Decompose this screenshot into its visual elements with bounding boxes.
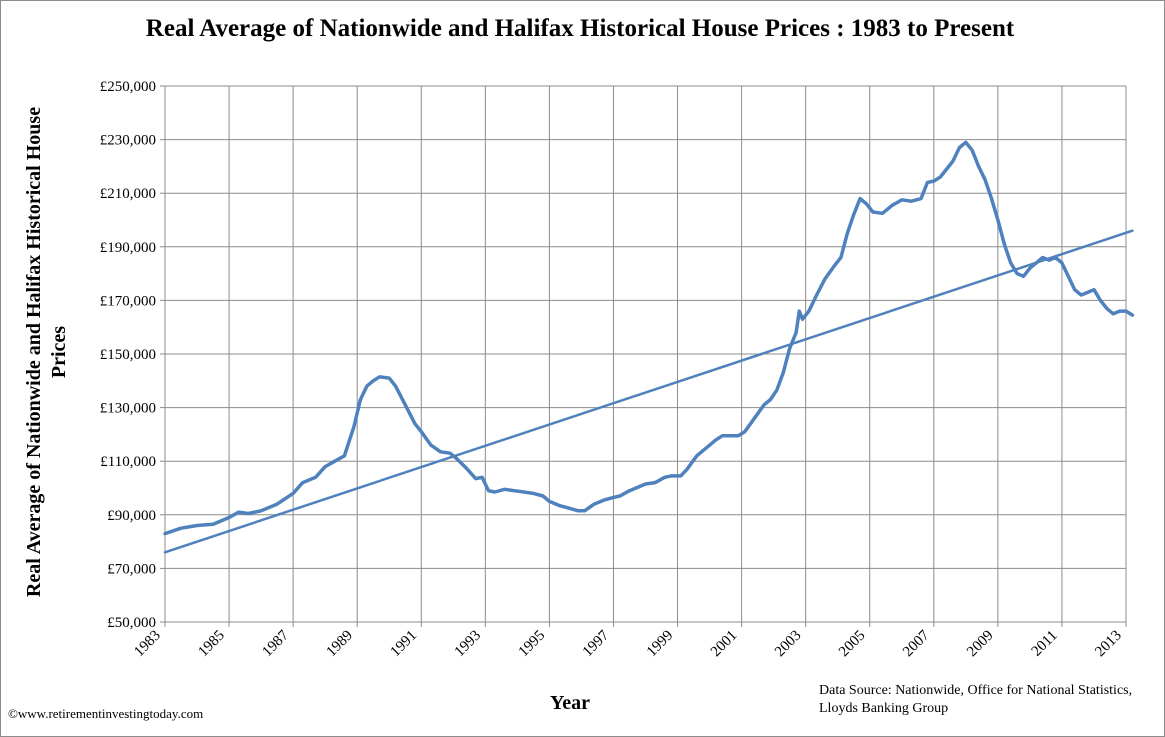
x-tick-label: 1997 (580, 627, 613, 660)
x-tick-label: 1993 (452, 628, 485, 661)
y-tick-label: £150,000 (100, 347, 156, 363)
x-tick-label: 1985 (195, 628, 228, 661)
x-tick-label: 1989 (324, 628, 357, 661)
x-tick-label: 1991 (388, 628, 421, 661)
x-tick-label: 1995 (516, 628, 549, 661)
y-axis-label: Real Average of Nationwide and Halifax H… (23, 106, 70, 598)
y-tick-label: £170,000 (100, 293, 156, 309)
x-tick-label: 1987 (259, 627, 292, 660)
y-tick-label: £190,000 (100, 240, 156, 256)
y-tick-label: £70,000 (107, 561, 156, 577)
trend-line (163, 229, 1134, 554)
y-tick-label: £210,000 (100, 186, 156, 202)
x-axis-ticks: 1983 1985 1987 1989 1991 1993 1995 1997 1999 2001… (131, 622, 1127, 661)
x-tick-label: 2009 (964, 628, 997, 661)
series-line-house-prices (163, 140, 1135, 536)
x-tick-label: 2003 (772, 628, 805, 661)
x-tick-label: 2011 (1029, 628, 1061, 660)
y-tick-label: £230,000 (100, 133, 156, 149)
x-tick-label: 1999 (644, 628, 677, 661)
y-tick-label: £110,000 (100, 454, 156, 470)
x-tick-label: 2007 (900, 627, 933, 660)
series-layer (163, 140, 1135, 554)
y-tick-label: £90,000 (107, 508, 156, 524)
x-tick-label: 2013 (1092, 628, 1125, 661)
gridlines (164, 85, 1127, 623)
data-source-note: Data Source: Nationwide, Office for Nati… (819, 683, 1133, 716)
chart-title: Real Average of Nationwide and Halifax H… (145, 15, 1015, 42)
y-axis-ticks: £50,000 £70,000 £90,000 £110,000 £130,000 £15… (100, 79, 165, 631)
y-tick-label: £50,000 (107, 615, 156, 631)
x-tick-label: 1983 (131, 628, 164, 661)
x-axis-label: Year (550, 692, 590, 714)
x-tick-label: 2001 (708, 628, 741, 661)
copyright-note: ©www.retirementinvestingtoday.com (8, 706, 204, 721)
y-tick-label: £130,000 (100, 401, 156, 417)
y-tick-label: £250,000 (100, 79, 156, 95)
x-tick-label: 2005 (836, 628, 869, 661)
